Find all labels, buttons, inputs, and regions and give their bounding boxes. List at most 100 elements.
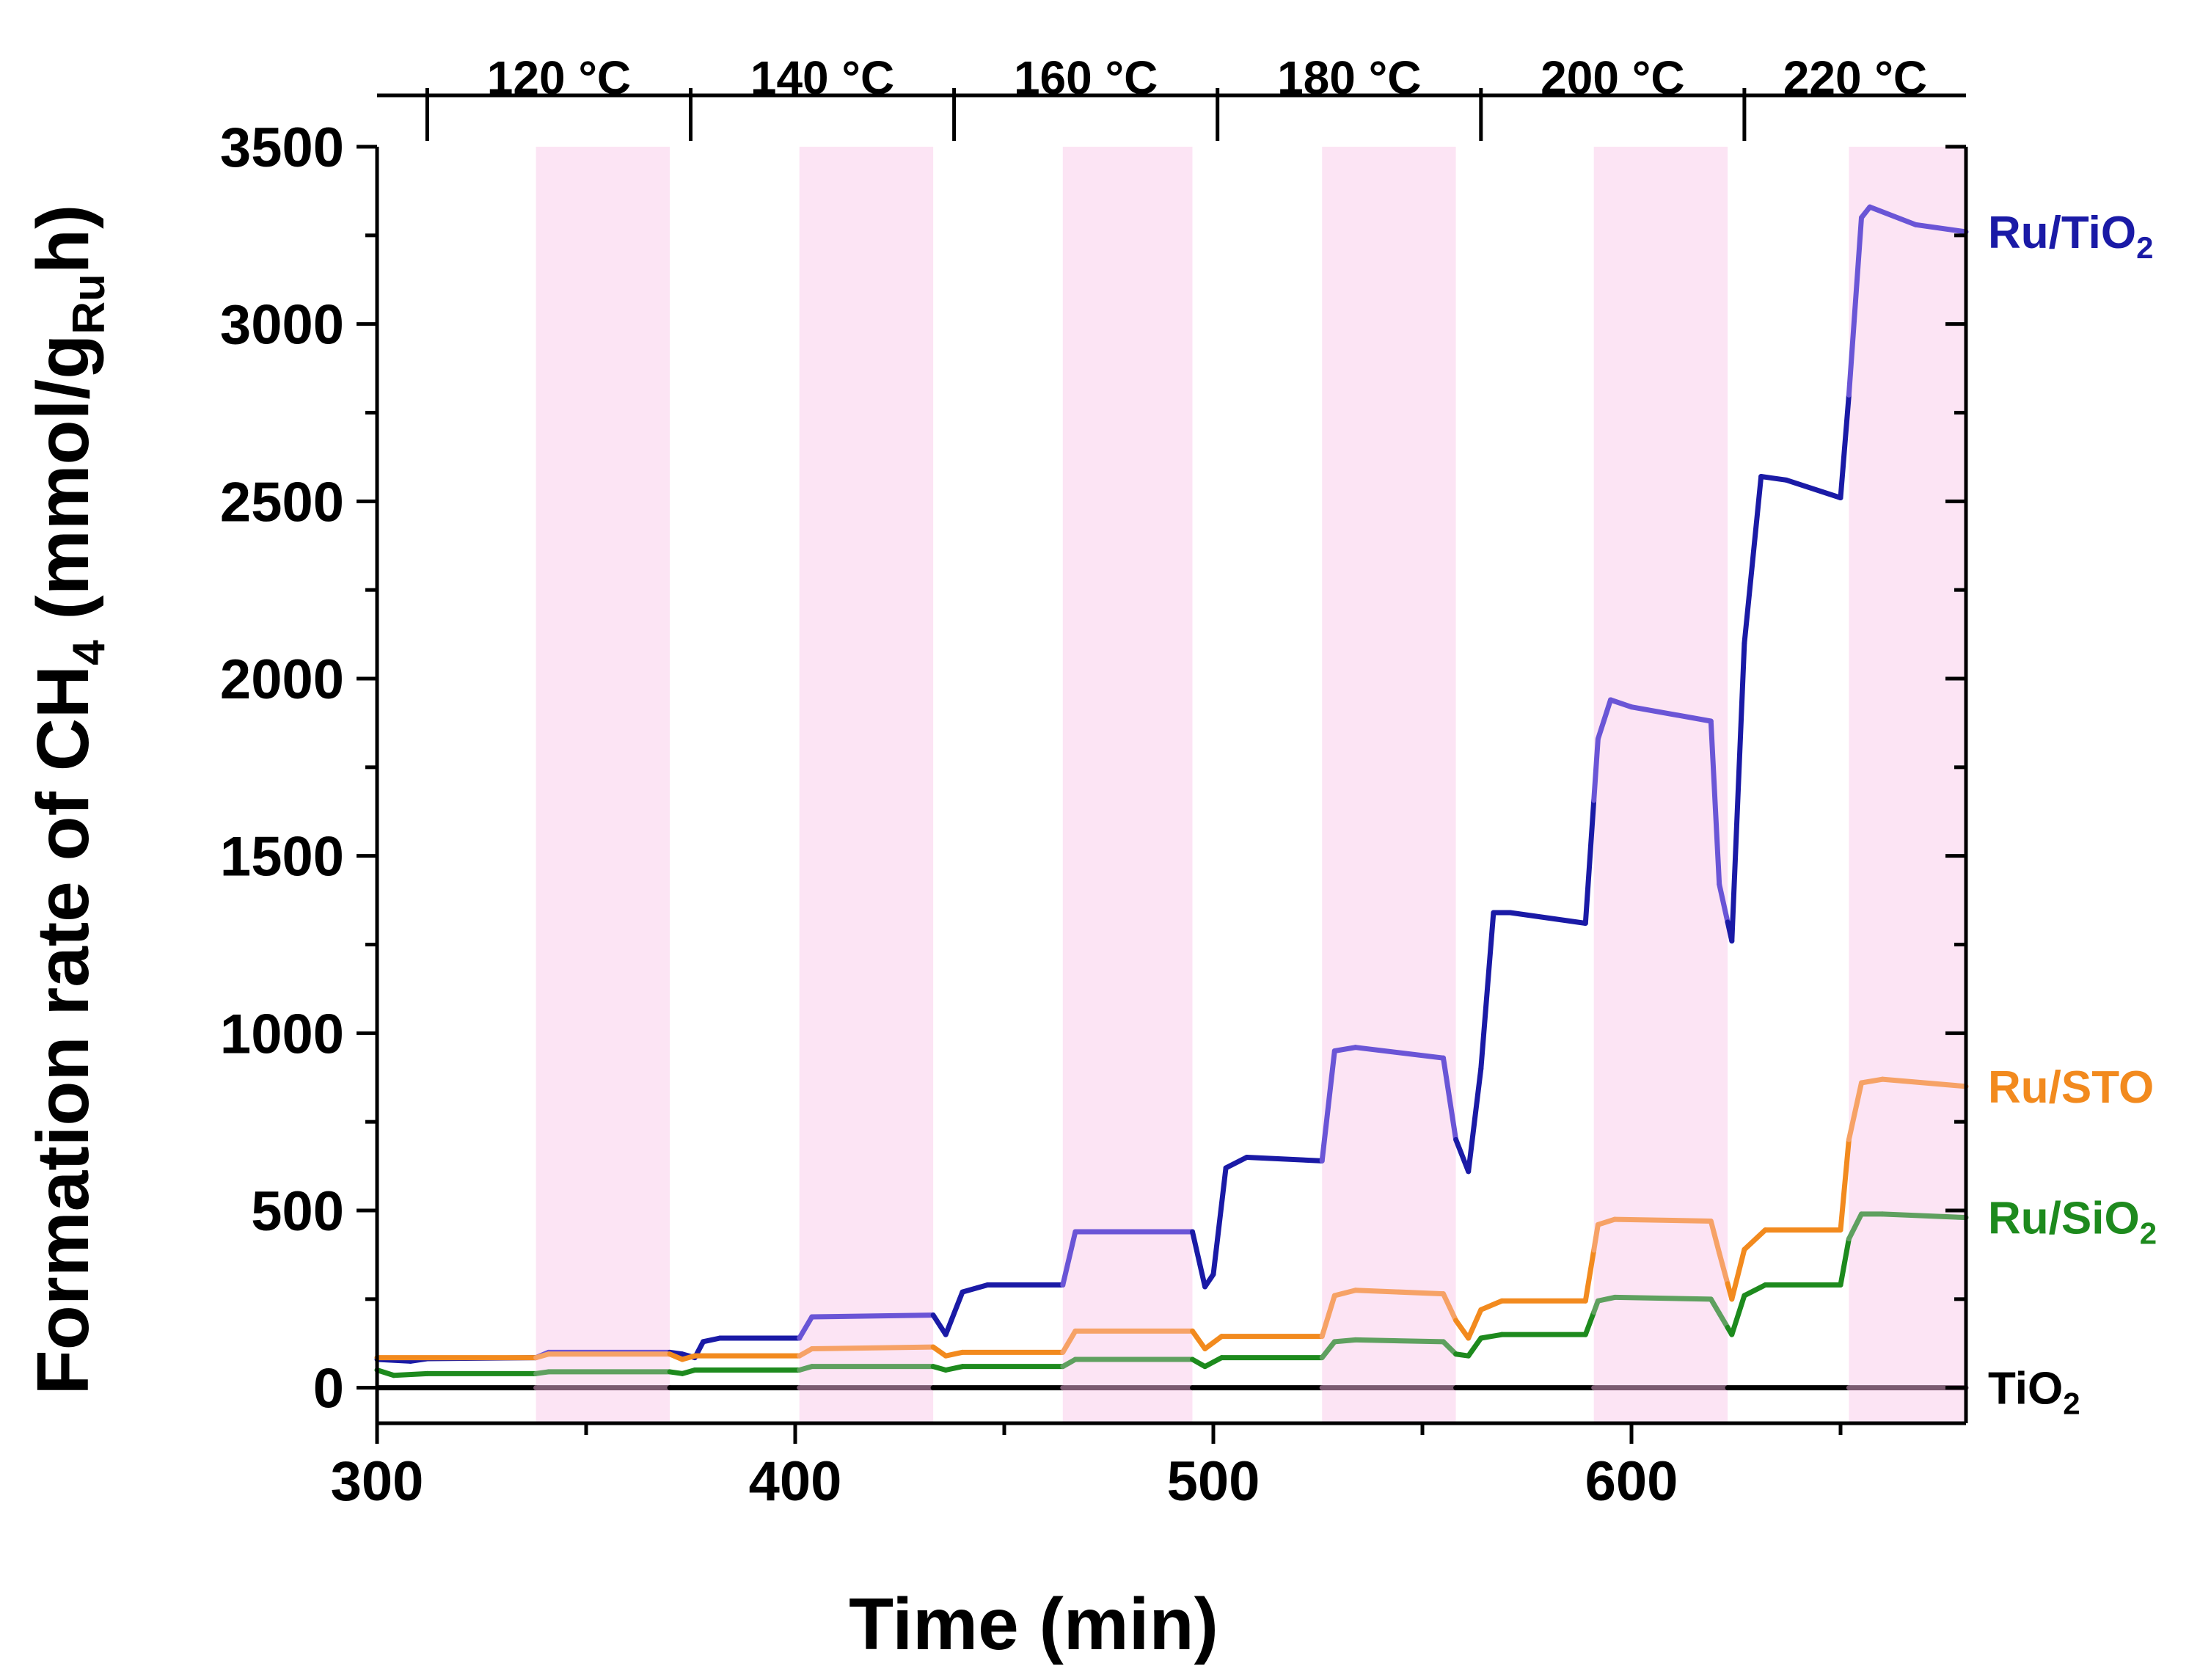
series-segment-Ru/STO <box>1742 1227 1768 1252</box>
series-label-sub: 2 <box>2140 1216 2157 1251</box>
temp-label-1: 140 °C <box>750 51 894 104</box>
series-segment-Ru/TiO2 <box>1508 910 1588 926</box>
y-axis-title-sub2: Ru <box>64 274 114 335</box>
series-segment-Ru/TiO2 <box>1466 1066 1484 1175</box>
temp-label-0: 120 °C <box>487 51 631 104</box>
series-segment-Ru/STO <box>1202 1334 1224 1351</box>
series-segment-Ru/TiO2 <box>1783 477 1843 500</box>
series-segment-Ru/TiO2 <box>1708 718 1722 887</box>
y-tick-label-0: 0 <box>313 1358 344 1420</box>
series-segment-Ru/TiO2 <box>1629 704 1714 724</box>
series-label-Ru/TiO2: Ru/TiO2 <box>1988 208 2153 265</box>
series-segment-Ru/TiO2 <box>1867 204 1919 227</box>
series-segment-Ru/STO <box>1582 1247 1597 1304</box>
series-segment-Ru/TiO2 <box>1913 222 1969 235</box>
series-Ru/SiO2 <box>374 1211 1969 1378</box>
series-segment-Ru/TiO2 <box>1319 1048 1337 1164</box>
series-segment-Ru/STO <box>1319 1293 1337 1340</box>
series-segment-Ru/STO <box>1879 1076 1969 1089</box>
light-band-3 <box>1322 147 1456 1423</box>
series-segment-Ru/SiO2 <box>1595 1294 1618 1304</box>
x-axis-title: Time (min) <box>849 1583 1218 1665</box>
series-segment-Ru/STO <box>1441 1291 1459 1323</box>
axes: 300 400 500 600 0 500 1000 1500 2000 2500 3000 3500 <box>220 117 1968 1513</box>
series-segment-Ru/TiO2 <box>1331 1045 1359 1053</box>
series-segment-Ru/TiO2 <box>1223 1155 1250 1171</box>
y-axis-title: Formation rate of CH4 (mmol/gRuh) <box>22 205 114 1395</box>
series-segment-Ru/TiO2 <box>701 1335 723 1345</box>
temp-label-5: 220 °C <box>1783 51 1927 104</box>
series-segment-Ru/SiO2 <box>1441 1339 1459 1357</box>
light-band-1 <box>799 147 934 1423</box>
series-segment-Ru/TiO2 <box>1846 215 1864 398</box>
series-segment-Ru/TiO2 <box>1353 1045 1446 1061</box>
y-axis-title-sub1: 4 <box>64 640 114 665</box>
series-label-TiO2: TiO2 <box>1988 1364 2080 1421</box>
y-tick-label-1500: 1500 <box>220 826 344 888</box>
series-segment-Ru/SiO2 <box>1879 1211 1969 1221</box>
y-tick-label-3000: 3000 <box>220 294 344 357</box>
series-segment-Ru/TiO2 <box>1838 392 1852 500</box>
series-segment-Ru/TiO2 <box>1717 881 1731 925</box>
series-segment-Ru/TiO2 <box>1591 736 1601 803</box>
series-segment-Ru/SiO2 <box>1612 1294 1714 1302</box>
series-segment-Ru/STO <box>1353 1288 1446 1297</box>
series-segment-Ru/TiO2 <box>1478 910 1496 1072</box>
series-label-main: Ru/TiO <box>1988 208 2136 258</box>
y-axis-title-mid: (mmol/g <box>22 335 104 640</box>
series-label-main: Ru/SiO <box>1988 1194 2140 1244</box>
series-segment-Ru/STO <box>1190 1328 1208 1351</box>
series-segment-Ru/STO <box>1612 1216 1714 1224</box>
x-tick-label-300: 300 <box>331 1450 424 1513</box>
temperature-header: 120 °C 140 °C 160 °C 180 °C 200 °C 220 °C <box>377 51 1966 141</box>
series-segment-Ru/TiO2 <box>1060 1229 1078 1288</box>
series-segment-Ru/STO <box>1708 1219 1722 1256</box>
y-axis-title-end: h) <box>22 205 104 274</box>
series-segment-Ru/TiO2 <box>1742 474 1764 646</box>
y-tick-label-1000: 1000 <box>220 1003 344 1065</box>
series-segment-Ru/STO <box>1717 1250 1731 1287</box>
series-Ru/STO <box>374 1076 1969 1362</box>
light-on-bands <box>536 147 1966 1423</box>
series-label-main: TiO <box>1988 1364 2063 1414</box>
series-label-main: Ru/STO <box>1988 1062 2154 1113</box>
series-label-Ru/SiO2: Ru/SiO2 <box>1988 1194 2157 1251</box>
light-band-5 <box>1849 147 1966 1423</box>
series-segment-Ru/TiO2 <box>1190 1229 1208 1290</box>
series-segment-Ru/TiO2 <box>960 1282 990 1295</box>
series-segment-Ru/SiO2 <box>1319 1339 1337 1361</box>
series-segment-Ru/TiO2 <box>943 1289 965 1337</box>
series-segment-Ru/SiO2 <box>1202 1355 1224 1370</box>
series-segment-Ru/STO <box>1859 1076 1885 1086</box>
series-segment-Ru/SiO2 <box>1838 1236 1852 1288</box>
series-segment-Ru/TiO2 <box>930 1312 949 1337</box>
series-segment-Ru/SiO2 <box>391 1370 430 1378</box>
series-segment-Ru/SiO2 <box>1729 1293 1747 1337</box>
light-band-0 <box>536 147 670 1423</box>
series-lines <box>374 204 1969 1391</box>
temp-label-2: 160 °C <box>1014 51 1158 104</box>
light-band-4 <box>1593 147 1728 1423</box>
series-segment-Ru/SiO2 <box>1708 1296 1722 1316</box>
series-segment-Ru/SiO2 <box>1478 1332 1505 1341</box>
temp-label-4: 200 °C <box>1541 51 1684 104</box>
series-segment-Ru/SiO2 <box>374 1367 397 1378</box>
series-segment-Ru/SiO2 <box>1582 1310 1597 1337</box>
y-tick-label-2500: 2500 <box>220 471 344 533</box>
series-segment-Ru/TiO2 <box>1729 640 1747 944</box>
series-segment-Ru/SiO2 <box>1353 1337 1446 1345</box>
series-segment-Ru/SiO2 <box>1846 1211 1864 1242</box>
series-segment-Ru/TiO2 <box>1210 1165 1229 1277</box>
series-segment-Ru/TiO2 <box>797 1314 815 1341</box>
y-tick-label-500: 500 <box>251 1180 344 1243</box>
series-segment-Ru/TiO2 <box>809 1312 936 1320</box>
series-segment-Ru/STO <box>1729 1246 1747 1302</box>
series-segment-Ru/SiO2 <box>1331 1337 1359 1345</box>
series-segment-Ru/TiO2 <box>1595 697 1613 742</box>
series-segment-Ru/TiO2 <box>1244 1155 1325 1164</box>
series-segment-Ru/SiO2 <box>1717 1310 1731 1330</box>
series-segment-Ru/STO <box>1466 1307 1484 1341</box>
series-segment-Ru/SiO2 <box>1466 1335 1484 1359</box>
series-segment-Ru/TiO2 <box>1758 474 1789 483</box>
